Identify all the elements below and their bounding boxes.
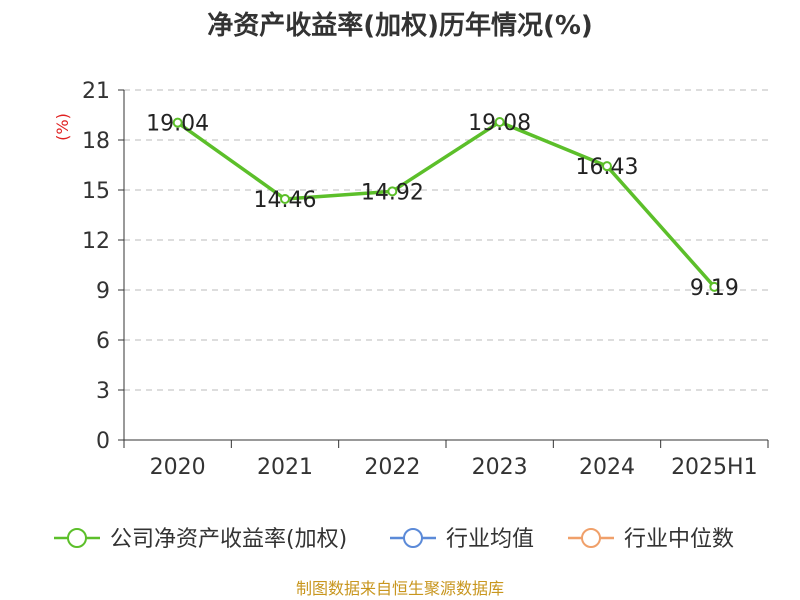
x-tick-label: 2021 xyxy=(257,455,313,480)
data-point xyxy=(494,117,505,127)
series-layer xyxy=(172,117,720,292)
legend-label: 行业均值 xyxy=(446,527,534,552)
y-unit-label: (%) xyxy=(53,113,72,141)
legend-marker xyxy=(403,528,423,548)
x-tick-label: 2024 xyxy=(579,455,635,480)
data-point xyxy=(709,281,720,292)
data-labels: 19.04 14.46 14.92 19.08 16.43 9.19 xyxy=(146,111,739,301)
y-tick-label: 21 xyxy=(82,79,110,104)
data-point xyxy=(602,161,612,172)
chart-title: 净资产收益率(加权)历年情况(%) xyxy=(207,10,593,41)
y-tick-label: 3 xyxy=(96,379,110,404)
x-tick-label: 2022 xyxy=(364,455,420,480)
y-tick-label: 18 xyxy=(82,129,110,154)
x-tick-label: 2025H1 xyxy=(671,455,758,480)
legend-label: 行业中位数 xyxy=(624,527,734,552)
data-label: 19.08 xyxy=(468,111,531,136)
axes: 0 3 6 9 12 15 18 21 2020 2021 2022 2023 2024 2025H1 xyxy=(82,79,769,480)
x-tick-label: 2020 xyxy=(150,455,206,480)
y-tick-label: 9 xyxy=(96,279,110,304)
legend-marker xyxy=(581,528,601,548)
y-tick-label: 15 xyxy=(82,179,110,204)
source-note: 制图数据来自恒生聚源数据库 xyxy=(296,579,504,598)
y-tick-label: 6 xyxy=(96,329,110,354)
data-label: 14.46 xyxy=(254,188,317,213)
y-tick-label: 12 xyxy=(82,229,110,254)
data-point xyxy=(280,194,290,204)
data-label: 9.19 xyxy=(690,276,739,301)
grid-lines xyxy=(124,89,768,391)
y-tick-label: 0 xyxy=(96,429,110,454)
legend-marker xyxy=(67,528,87,548)
data-label: 14.92 xyxy=(361,180,424,205)
legend-label: 公司净资产收益率(加权) xyxy=(110,527,347,552)
data-point xyxy=(387,186,398,197)
series-line xyxy=(176,120,716,288)
legend: 公司净资产收益率(加权) 行业均值 行业中位数 xyxy=(54,527,734,552)
x-tick-label: 2023 xyxy=(472,455,528,480)
data-label: 16.43 xyxy=(576,155,639,180)
data-label: 19.04 xyxy=(146,112,209,137)
data-point xyxy=(172,117,183,128)
